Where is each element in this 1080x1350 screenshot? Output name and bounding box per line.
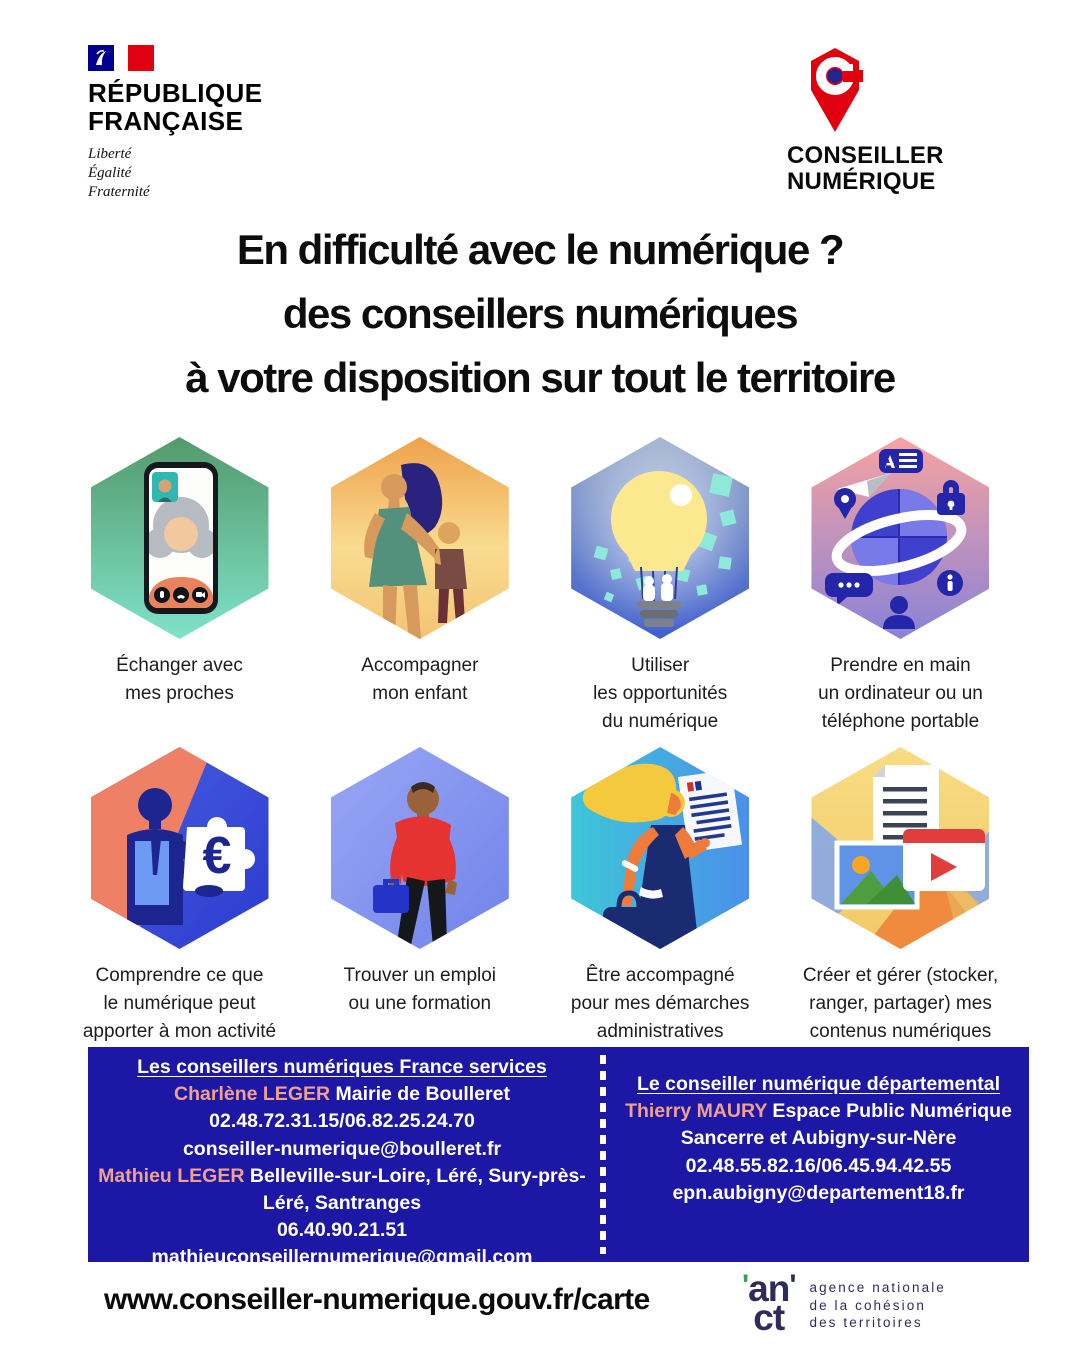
service-card: Trouver un emploi ou une formation bbox=[304, 747, 535, 1046]
parent-child-icon bbox=[330, 437, 509, 639]
services-row-2: € Comprendre ce que le numérique peut ap… bbox=[64, 747, 1016, 1046]
quote-icon: ' bbox=[789, 1269, 796, 1302]
globe-devices-icon bbox=[811, 437, 990, 639]
service-caption: Être accompagné pour mes démarches admin… bbox=[570, 965, 750, 1042]
contact-email: mathieuconseillernumerique@gmail.com bbox=[151, 1246, 533, 1269]
service-caption: Comprendre ce que le numérique peut appo… bbox=[82, 965, 277, 1042]
service-caption: Échanger avec mes proches bbox=[116, 655, 243, 704]
service-card: € Comprendre ce que le numérique peut ap… bbox=[64, 747, 295, 1046]
contact-phone: 02.48.72.31.15/06.82.25.24.70 bbox=[209, 1110, 475, 1133]
contact-line: Charlène LEGER Mairie de Boulleret bbox=[92, 1081, 592, 1108]
service-card: Utiliser les opportunités du numérique bbox=[545, 437, 776, 736]
dashed-divider bbox=[600, 1055, 606, 1254]
service-card: Accompagner mon enfant bbox=[304, 437, 535, 736]
idea-balloon-icon bbox=[571, 437, 750, 639]
contact-left-heading: Les conseillers numériques France servic… bbox=[137, 1056, 547, 1078]
admin-paperwork-icon bbox=[571, 747, 750, 949]
service-caption: Trouver un emploi ou une formation bbox=[343, 965, 497, 1014]
website-url: www.conseiller-numerique.gouv.fr/carte bbox=[104, 1283, 650, 1316]
service-caption: Accompagner mon enfant bbox=[361, 655, 479, 704]
anct-mark: 'an' ct bbox=[742, 1268, 796, 1338]
contact-box: Les conseillers numériques France servic… bbox=[88, 1047, 1029, 1268]
person-place: Mairie de Boulleret bbox=[330, 1083, 510, 1106]
title-line2: des conseillers numériques bbox=[282, 290, 799, 337]
anct-tagline: agence nationale de la cohésion des terr… bbox=[809, 1280, 946, 1330]
service-caption: Prendre en main un ordinateur ou un télé… bbox=[818, 655, 983, 732]
contact-left-column: Les conseillers numériques France servic… bbox=[92, 1054, 592, 1272]
service-caption: Utiliser les opportunités du numérique bbox=[593, 655, 728, 732]
digital-content-icon bbox=[811, 747, 990, 949]
euro-puzzle-icon: € bbox=[90, 747, 269, 949]
contact-phone: 02.48.55.82.16/06.45.94.42.55 bbox=[685, 1154, 952, 1177]
quote-icon: ' bbox=[742, 1269, 749, 1302]
marianne-icon bbox=[96, 50, 106, 65]
contact-email: conseiller-numerique@boulleret.fr bbox=[182, 1137, 502, 1160]
service-card: Être accompagné pour mes démarches admin… bbox=[545, 747, 776, 1046]
cn-wordmark: CONSEILLER NUMÉRIQUE bbox=[787, 142, 944, 195]
job-search-icon bbox=[330, 747, 509, 949]
service-card: Créer et gérer (stocker, ranger, partage… bbox=[785, 747, 1016, 1046]
services-row-1: Échanger avec mes proches bbox=[64, 437, 1016, 736]
contact-phone: 06.40.90.21.51 bbox=[276, 1219, 408, 1242]
contact-line: Sancerre et Aubigny-sur-Nère bbox=[680, 1127, 957, 1150]
contact-email: epn.aubigny@departement18.fr bbox=[672, 1181, 965, 1204]
person-name: Mathieu LEGER bbox=[98, 1164, 245, 1187]
service-caption: Créer et gérer (stocker, ranger, partage… bbox=[802, 965, 999, 1042]
contact-right-heading: Le conseiller numérique départemental bbox=[636, 1073, 1001, 1095]
video-call-icon bbox=[90, 437, 269, 639]
contact-line: Thierry MAURY Espace Public Numérique bbox=[608, 1098, 1029, 1125]
title-line3: à votre disposition sur tout le territoi… bbox=[185, 354, 896, 401]
contact-line: Mathieu LEGER Belleville-sur-Loire, Léré… bbox=[92, 1163, 592, 1217]
person-name: Charlène LEGER bbox=[174, 1083, 331, 1106]
service-card: Échanger avec mes proches bbox=[64, 437, 295, 736]
person-name: Thierry MAURY bbox=[625, 1100, 768, 1123]
rf-motto: Liberté Égalité Fraternité bbox=[88, 146, 150, 200]
french-flag-icon bbox=[88, 45, 154, 71]
rf-line2: FRANÇAISE bbox=[88, 106, 244, 136]
page-title: En difficulté avec le numérique ? des co… bbox=[0, 218, 1080, 410]
conseiller-numerique-logo: CONSEILLER NUMÉRIQUE bbox=[787, 48, 1037, 195]
anct-logo: 'an' ct agence nationale de la cohésion … bbox=[742, 1268, 946, 1338]
person-place: Belleville-sur-Loire, Léré, Sury-près-Lé… bbox=[244, 1164, 586, 1215]
map-pin-icon bbox=[807, 48, 1037, 137]
person-place: Espace Public Numérique bbox=[767, 1100, 1012, 1123]
contact-right-column: Le conseiller numérique départemental Th… bbox=[608, 1071, 1029, 1207]
republique-francaise-logo: RÉPUBLIQUE FRANÇAISE Liberté Égalité Fra… bbox=[88, 45, 262, 202]
service-card: Prendre en main un ordinateur ou un télé… bbox=[785, 437, 1016, 736]
title-line1: En difficulté avec le numérique ? bbox=[236, 226, 845, 273]
rf-line1: RÉPUBLIQUE bbox=[88, 78, 263, 108]
euro-glyph: € bbox=[202, 827, 231, 885]
rf-wordmark: RÉPUBLIQUE FRANÇAISE bbox=[88, 79, 262, 135]
